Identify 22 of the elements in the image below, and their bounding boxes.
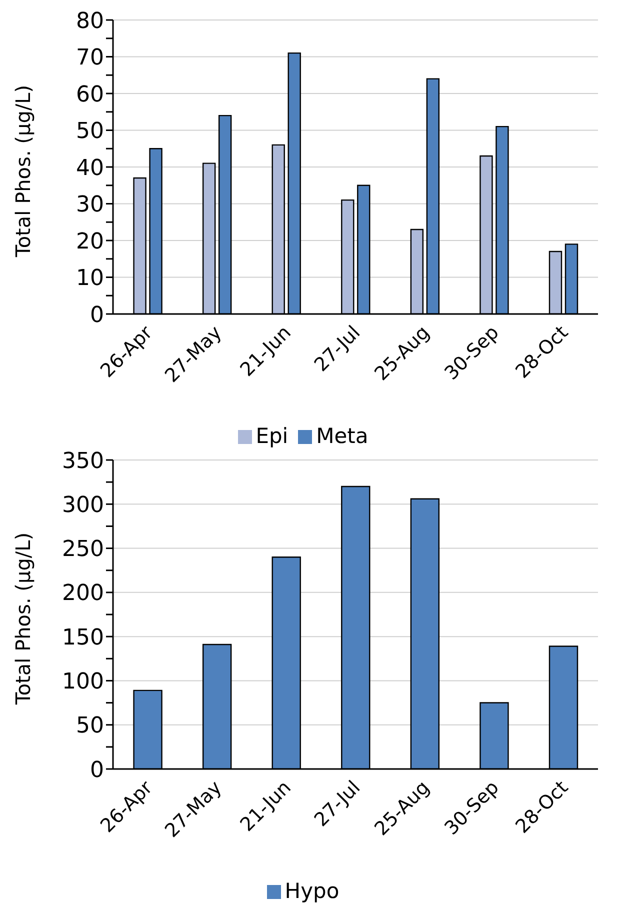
legend-label: Hypo	[284, 879, 340, 903]
y-tick-label: 30	[76, 192, 104, 218]
y-tick-label: 100	[62, 670, 104, 695]
y-tick-label: 250	[62, 537, 104, 562]
y-tick-label: 0	[90, 302, 104, 328]
legend-label: Meta	[316, 424, 368, 448]
y-tick-label: 50	[76, 119, 104, 144]
y-tick-label: 20	[76, 229, 104, 254]
y-tick-label: 60	[76, 82, 104, 108]
y-tick-label: 150	[62, 625, 104, 650]
y-tick-label: 10	[76, 266, 104, 292]
y-axis-title: Total Phos. (µg/L)	[11, 84, 36, 258]
legend-label: Epi	[256, 424, 288, 448]
y-tick-label: 0	[90, 758, 104, 783]
y-tick-label: 80	[76, 8, 104, 34]
y-axis-title: Total Phos. (µg/L)	[11, 532, 36, 706]
y-tick-label: 50	[76, 714, 104, 739]
y-tick-label: 200	[62, 581, 104, 606]
y-tick-label: 70	[76, 46, 104, 71]
y-tick-label: 350	[62, 448, 104, 474]
y-tick-label: 40	[76, 156, 104, 181]
y-tick-label: 300	[62, 492, 104, 518]
